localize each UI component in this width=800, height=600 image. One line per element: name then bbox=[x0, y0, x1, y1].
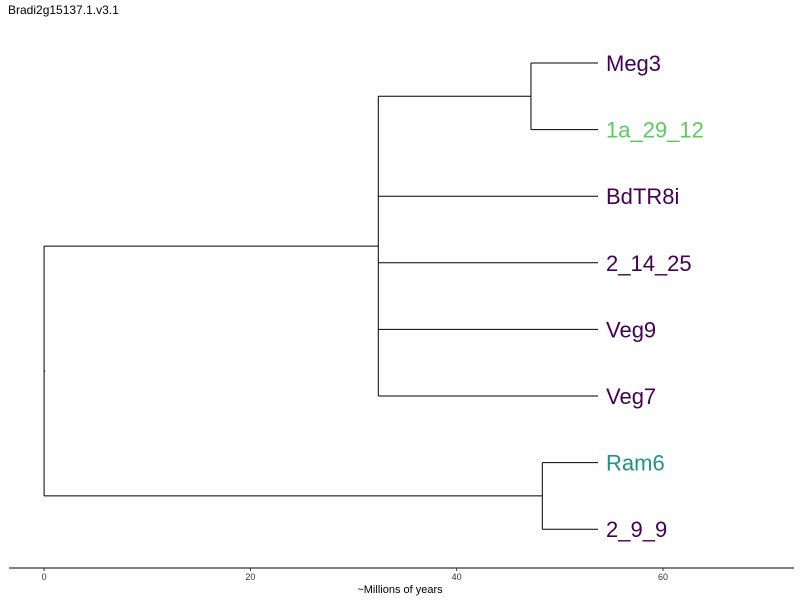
tip-label-1: 1a_29_12 bbox=[606, 118, 704, 143]
tip-label-4: Veg9 bbox=[606, 317, 656, 342]
tip-label-6: Ram6 bbox=[606, 451, 665, 476]
x-tick-label: 20 bbox=[245, 572, 255, 582]
x-tick-label: 0 bbox=[42, 572, 47, 582]
tip-label-7: 2_9_9 bbox=[606, 517, 667, 542]
x-axis-label: ~Millions of years bbox=[357, 584, 443, 596]
tip-labels: Meg3 1a_29_12 BdTR8i 2_14_25 Veg9 Veg7 Ram6 2_9… bbox=[606, 51, 704, 542]
tip-label-5: Veg7 bbox=[606, 384, 656, 409]
x-tick-label: 60 bbox=[658, 572, 668, 582]
chart-title: Bradi2g15137.1.v3.1 bbox=[8, 3, 119, 17]
tree-branches bbox=[43, 62, 599, 530]
x-tick-label: 40 bbox=[452, 572, 462, 582]
tip-label-3: 2_14_25 bbox=[606, 251, 692, 276]
x-axis-ticks: 0 20 40 60 bbox=[42, 568, 668, 582]
tip-label-0: Meg3 bbox=[606, 51, 661, 76]
tip-label-2: BdTR8i bbox=[606, 184, 679, 209]
